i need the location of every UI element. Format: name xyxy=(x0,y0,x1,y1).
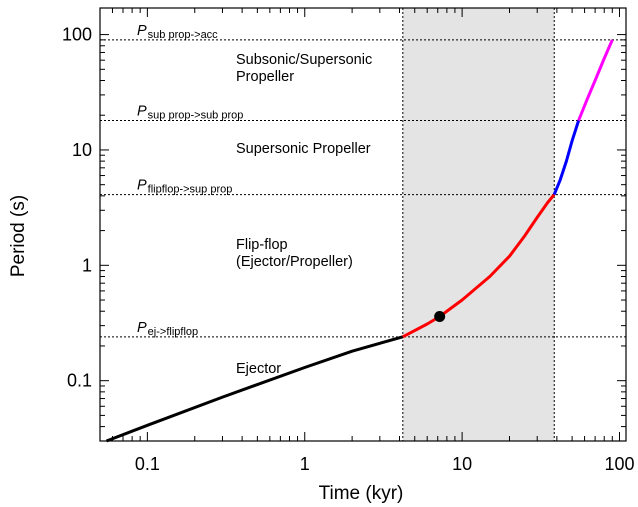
series-line-3 xyxy=(577,39,614,122)
shaded-interval xyxy=(402,8,555,441)
region-label-3-line-0: Ejector xyxy=(236,361,281,377)
vertical-boundary-lines xyxy=(402,8,555,441)
region-label-0-line-1: Propeller xyxy=(236,69,294,85)
data-series xyxy=(105,39,614,443)
threshold-symbol: P xyxy=(137,23,147,39)
y-tick-label-10: 10 xyxy=(72,140,92,160)
region-label-2-line-0: Flip-flop xyxy=(236,237,288,253)
region-label-0-line-0: Subsonic/Supersonic xyxy=(236,52,372,68)
x-tick-label-10: 10 xyxy=(452,454,472,474)
tick-labels: 0.1 1 10 100 0.1 1 10 100 xyxy=(62,25,635,474)
series-line-2 xyxy=(552,120,581,196)
marker-point xyxy=(434,311,446,323)
region-label-2-line-1: (Ejector/Propeller) xyxy=(236,254,353,270)
x-tick-label-100: 100 xyxy=(604,454,634,474)
threshold-subscript: sup prop->sub prop xyxy=(148,110,244,122)
threshold-subscript: flipflop->sup prop xyxy=(148,184,233,196)
axis-ticks xyxy=(99,8,626,442)
x-tick-label-1: 1 xyxy=(300,454,310,474)
threshold-symbol: P xyxy=(137,178,147,194)
threshold-label-3: Pej->flipflop xyxy=(137,320,198,338)
threshold-symbol: P xyxy=(137,320,147,336)
threshold-subscript: sub prop->acc xyxy=(148,29,219,41)
y-tick-label-0.1: 0.1 xyxy=(67,371,92,391)
threshold-subscript: ej->flipflop xyxy=(148,326,198,338)
y-tick-label-100: 100 xyxy=(62,25,92,45)
threshold-label-2: Pflipflop->sup prop xyxy=(137,178,232,196)
threshold-label-0: Psub prop->acc xyxy=(137,23,218,41)
y-tick-label-1: 1 xyxy=(82,255,92,275)
threshold-label-1: Psup prop->sub prop xyxy=(137,104,243,122)
series-line-1 xyxy=(402,193,556,339)
threshold-symbol: P xyxy=(137,104,147,120)
marker-layer xyxy=(434,311,446,323)
shaded-interval-rect xyxy=(402,8,555,441)
region-label-1-line-0: Supersonic Propeller xyxy=(236,141,371,157)
x-tick-label-0.1: 0.1 xyxy=(135,454,160,474)
plot-frame xyxy=(99,7,627,442)
y-axis-title: Period (s) xyxy=(8,195,29,277)
x-axis-title: Time (kyr) xyxy=(319,483,404,504)
series-line-0 xyxy=(105,335,404,443)
